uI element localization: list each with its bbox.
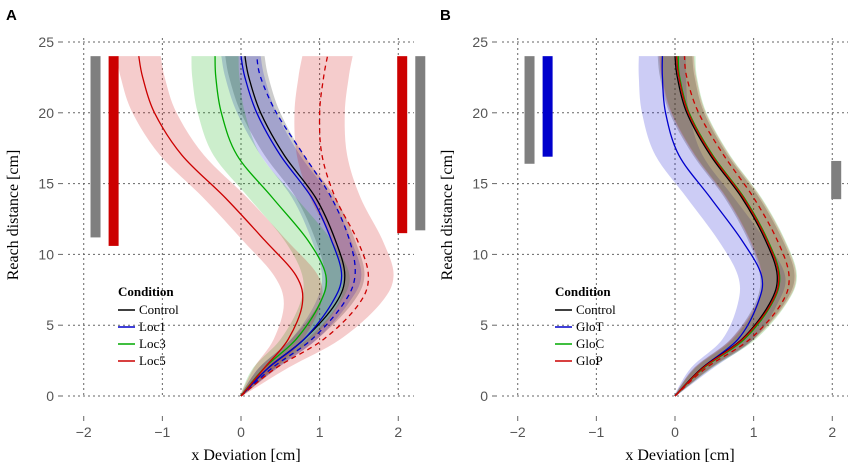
legend-a: Condition Control Loc1 Loc3 Loc5 <box>118 284 179 368</box>
band-loc3 <box>191 56 350 396</box>
x-tick-label: 0 <box>237 424 245 440</box>
y-tick-label: 0 <box>46 388 54 404</box>
legend-b-label-glop: GloP <box>576 353 603 368</box>
panel-a-letter: A <box>6 7 17 24</box>
band-glot <box>638 56 786 396</box>
bar-a-2 <box>108 56 119 246</box>
band-loc5 <box>116 56 323 396</box>
band-control <box>657 56 795 396</box>
panel-b-letter: B <box>440 7 451 24</box>
x-tick-label: 0 <box>671 424 679 440</box>
legend-b-label-control: Control <box>576 302 616 317</box>
y-tick-label: 10 <box>472 246 488 262</box>
bar-b-3 <box>831 160 842 200</box>
y-tick-label: 20 <box>472 105 488 121</box>
bar-b-1 <box>524 56 535 164</box>
x-tick-label: −2 <box>510 424 526 440</box>
y-tick-label: 5 <box>46 317 54 333</box>
legend-b-title: Condition <box>555 284 611 299</box>
y-axis-title-b: Reach distance [cm] <box>439 150 456 281</box>
series-line-gloc <box>674 56 781 397</box>
legend-b-label-glot: GloT <box>576 319 604 334</box>
x-tick-label: −1 <box>588 424 604 440</box>
legend-a-title: Condition <box>118 284 174 299</box>
y-axis-title-a: Reach distance [cm] <box>5 150 22 281</box>
y-tick-label: 15 <box>38 176 54 192</box>
y-tick-label: 10 <box>38 246 54 262</box>
bar-b-2 <box>542 56 553 157</box>
x-tick-label: 1 <box>750 424 758 440</box>
bar-a-4 <box>415 56 426 231</box>
y-tick-label: 15 <box>472 176 488 192</box>
series-line-loc5-dashed <box>240 56 370 397</box>
series-line-loc3 <box>214 56 328 397</box>
legend-a-label-loc1: Loc1 <box>139 319 166 334</box>
x-tick-label: 2 <box>828 424 836 440</box>
legend-b: Condition Control GloT GloC GloP <box>555 284 616 368</box>
band-glop <box>659 56 797 396</box>
series-line-glop <box>674 56 780 397</box>
y-tick-label: 0 <box>480 388 488 404</box>
band-loc5-dashed <box>239 56 394 396</box>
legend-a-label-loc5: Loc5 <box>139 353 166 368</box>
legend-b-label-gloc: GloC <box>576 336 604 351</box>
series-line-loc1-dashed <box>240 56 356 397</box>
x-tick-label: −1 <box>154 424 170 440</box>
x-axis-title-b: x Deviation [cm] <box>625 447 734 464</box>
bar-a-1 <box>90 56 101 238</box>
x-tick-label: −2 <box>76 424 92 440</box>
series-line-loc5 <box>138 56 304 397</box>
x-tick-label: 1 <box>316 424 324 440</box>
series-line-glop-dashed <box>674 56 790 397</box>
series-line-glot <box>661 56 764 397</box>
legend-a-label-control: Control <box>139 302 179 317</box>
y-tick-label: 5 <box>480 317 488 333</box>
bar-a-3 <box>397 56 408 234</box>
band-gloc <box>660 56 797 396</box>
legend-a-label-loc3: Loc3 <box>139 336 166 351</box>
x-tick-label: 2 <box>394 424 402 440</box>
y-tick-label: 20 <box>38 105 54 121</box>
y-tick-label: 25 <box>38 34 54 50</box>
x-axis-title-a: x Deviation [cm] <box>191 447 300 464</box>
series-line-loc1 <box>240 56 343 397</box>
y-tick-label: 25 <box>472 34 488 50</box>
